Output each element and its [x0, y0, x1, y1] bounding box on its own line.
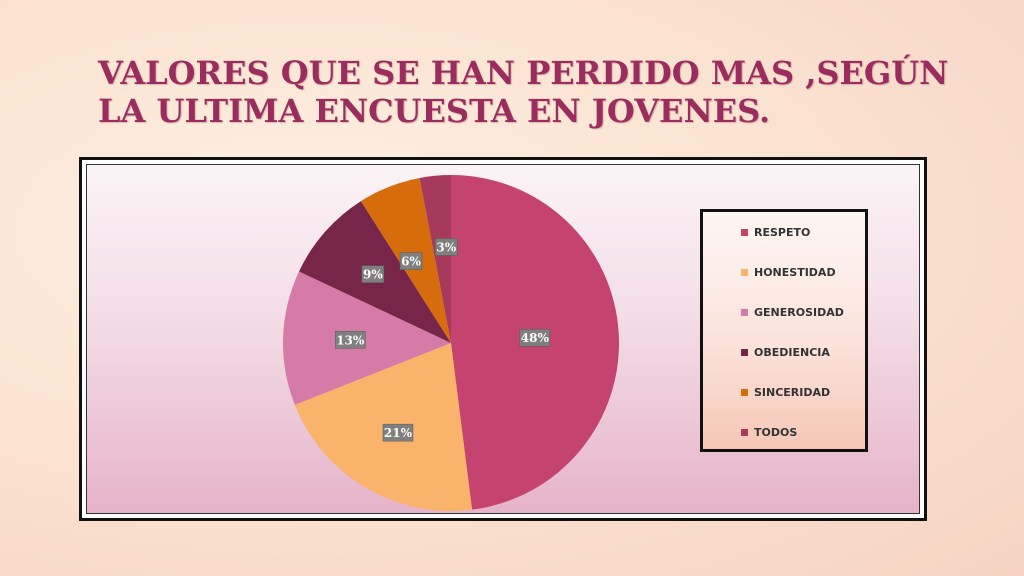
chart-legend: RESPETO HONESTIDAD GENEROSIDAD OBEDIENCIA SI…: [700, 209, 868, 452]
legend-label: SINCERIDAD: [754, 385, 831, 399]
chart-area: 48% 21% 13% 9% 6% 3% RESPETO HONESTIDAD GENEROS…: [86, 164, 920, 514]
svg-text:9%: 9%: [363, 268, 383, 282]
legend-item-todos: TODOS: [741, 424, 797, 440]
data-label-obediencia: 9%: [361, 265, 385, 283]
svg-text:3%: 3%: [436, 241, 456, 255]
data-label-sinceridad: 6%: [399, 252, 423, 270]
legend-label: GENEROSIDAD: [754, 305, 844, 319]
data-label-respeto: 48%: [519, 328, 551, 347]
legend-item-respeto: RESPETO: [741, 224, 810, 240]
svg-text:21%: 21%: [384, 426, 413, 440]
legend-swatch: [741, 228, 748, 236]
data-label-generosidad: 13%: [334, 331, 366, 349]
chart-frame: 48% 21% 13% 9% 6% 3% RESPETO HONESTIDAD GENEROS…: [79, 157, 927, 521]
legend-swatch: [741, 268, 748, 276]
legend-swatch: [741, 388, 748, 396]
svg-text:48%: 48%: [521, 331, 550, 345]
slide-title: VALORES QUE SE HAN PERDIDO MAS ,SEGÚN LA…: [98, 54, 949, 130]
legend-label: RESPETO: [754, 225, 811, 239]
title-line-2: LA ULTIMA ENCUESTA EN JOVENES.: [98, 92, 771, 130]
title-line-1: VALORES QUE SE HAN PERDIDO MAS ,SEGÚN: [98, 54, 949, 92]
legend-label: TODOS: [754, 425, 798, 439]
data-label-todos: 3%: [435, 238, 458, 256]
legend-item-generosidad: GENEROSIDAD: [741, 304, 844, 320]
legend-item-sinceridad: SINCERIDAD: [741, 384, 830, 400]
pie-slice-generosidad: [283, 271, 451, 405]
legend-swatch: [741, 428, 748, 436]
legend-swatch: [741, 348, 748, 356]
pie-slice-todos: [419, 175, 451, 343]
legend-label: OBEDIENCIA: [754, 345, 830, 359]
legend-item-honestidad: HONESTIDAD: [741, 264, 836, 280]
legend-item-obediencia: OBEDIENCIA: [741, 344, 830, 360]
legend-label: HONESTIDAD: [754, 265, 836, 279]
data-label-honestidad: 21%: [382, 423, 414, 442]
svg-text:13%: 13%: [336, 333, 365, 347]
legend-swatch: [741, 308, 748, 316]
svg-text:6%: 6%: [401, 255, 421, 269]
pie-chart: 48% 21% 13% 9% 6% 3%: [283, 175, 620, 511]
